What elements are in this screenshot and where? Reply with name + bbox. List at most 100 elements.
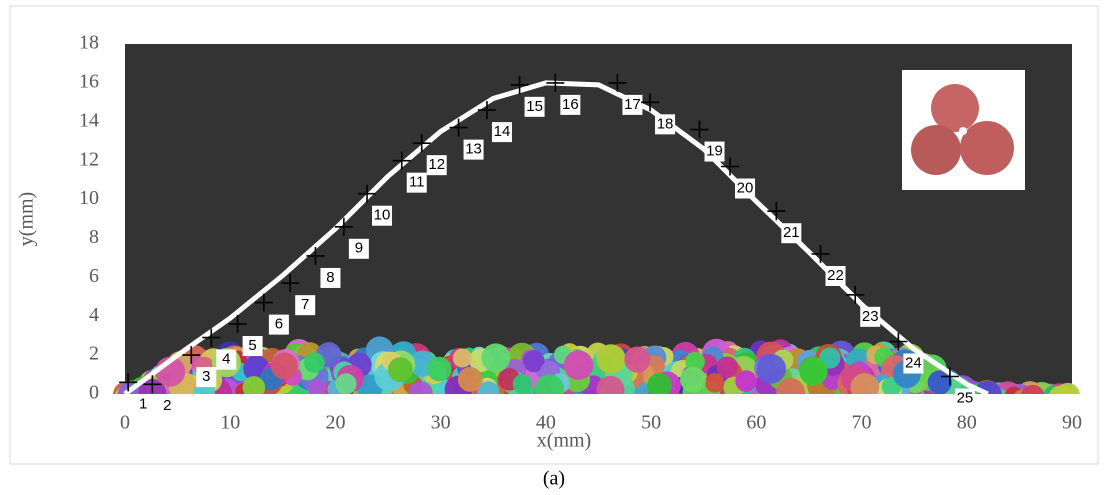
- particle: [596, 344, 626, 374]
- particle: [735, 370, 757, 392]
- point-marker: [546, 73, 565, 92]
- x-tick-label: 60: [746, 412, 766, 434]
- y-tick-label: 12: [79, 148, 99, 170]
- point-label: 14: [494, 123, 511, 140]
- point-marker: [721, 157, 740, 176]
- inset-lobe: [911, 125, 961, 175]
- particle: [685, 351, 705, 372]
- x-tick-label: 50: [641, 412, 661, 434]
- point-label-box: [157, 396, 178, 417]
- point-marker: [306, 246, 325, 265]
- point-label-box: [348, 238, 369, 259]
- particle: [680, 366, 706, 393]
- point-marker: [334, 217, 353, 236]
- y-axis-label: y(mm): [16, 192, 38, 246]
- point-marker: [690, 120, 709, 139]
- particle: [271, 352, 299, 380]
- point-marker: [510, 75, 529, 94]
- particle: [624, 346, 651, 373]
- x-tick-label: 80: [957, 412, 977, 434]
- point-label: 7: [301, 296, 309, 313]
- inset-hole: [959, 127, 967, 135]
- point-label-box: [860, 306, 881, 327]
- x-tick-label: 0: [120, 412, 130, 434]
- point-marker: [202, 328, 221, 347]
- point-label-box: [491, 122, 512, 143]
- point-label: 5: [248, 337, 256, 354]
- point-marker: [228, 315, 247, 333]
- point-marker: [392, 151, 411, 170]
- particle: [512, 374, 533, 394]
- point-label-box: [524, 96, 545, 117]
- point-marker: [281, 274, 300, 293]
- point-label-box: [825, 266, 846, 286]
- point-label-box: [560, 94, 581, 115]
- particle: [481, 343, 511, 373]
- particles: [105, 336, 1092, 424]
- inset-lobe: [931, 84, 979, 132]
- particle: [704, 372, 725, 393]
- point-label: 10: [374, 207, 391, 224]
- particle: [799, 356, 828, 386]
- point-label: 20: [737, 179, 754, 196]
- point-label-box: [133, 394, 154, 415]
- point-marker: [449, 118, 468, 137]
- particle: [756, 354, 787, 384]
- y-tick-label: 18: [79, 32, 99, 54]
- point-label-box: [735, 178, 756, 199]
- point-label-box: [426, 155, 447, 176]
- point-label-box: [954, 388, 975, 409]
- point-marker: [608, 73, 627, 92]
- point-label: 4: [222, 351, 230, 368]
- point-label: 1: [139, 395, 147, 412]
- particle: [647, 373, 672, 398]
- point-label-box: [903, 353, 924, 374]
- particle: [426, 356, 452, 382]
- inset: [902, 70, 1025, 190]
- point-label: 22: [827, 267, 844, 284]
- point-label-box: [216, 349, 237, 370]
- particle: [457, 366, 483, 392]
- x-axis-label: x(mm): [537, 430, 591, 452]
- point-label: 2: [163, 397, 171, 414]
- point-label-box: [268, 314, 289, 335]
- point-label-box: [295, 295, 316, 316]
- point-marker: [767, 202, 786, 221]
- y-tick-label: 8: [89, 226, 99, 248]
- point-label: 16: [562, 96, 579, 113]
- point-label: 21: [783, 224, 800, 241]
- point-marker: [254, 293, 273, 312]
- y-tick-label: 4: [89, 304, 99, 326]
- point-label: 15: [526, 98, 543, 115]
- point-marker: [889, 332, 908, 351]
- y-tick-label: 2: [89, 343, 99, 365]
- particle: [387, 357, 413, 383]
- particle: [307, 379, 326, 398]
- x-tick-label: 40: [536, 412, 556, 434]
- point-label-box: [463, 139, 484, 160]
- x-tick-label: 30: [431, 412, 451, 434]
- point-label-box: [372, 205, 393, 226]
- point-marker: [641, 93, 660, 112]
- mask: [105, 394, 1092, 424]
- point-label-box: [655, 114, 676, 135]
- particle: [522, 350, 545, 373]
- point-label-box: [781, 223, 802, 244]
- point-marker: [412, 134, 431, 153]
- point-marker: [477, 101, 496, 120]
- point-label: 8: [326, 269, 334, 286]
- point-label: 25: [957, 389, 974, 406]
- x-tick-label: 20: [325, 412, 345, 434]
- point-label-box: [196, 367, 217, 388]
- point-marker: [811, 245, 830, 263]
- inset-lobe: [960, 121, 1014, 175]
- point-label-box: [704, 141, 725, 162]
- particle: [716, 356, 739, 379]
- particle: [563, 350, 594, 380]
- point-label: 18: [657, 115, 674, 132]
- point-label: 6: [275, 316, 283, 333]
- point-label: 11: [409, 174, 425, 191]
- point-marker: [940, 367, 959, 386]
